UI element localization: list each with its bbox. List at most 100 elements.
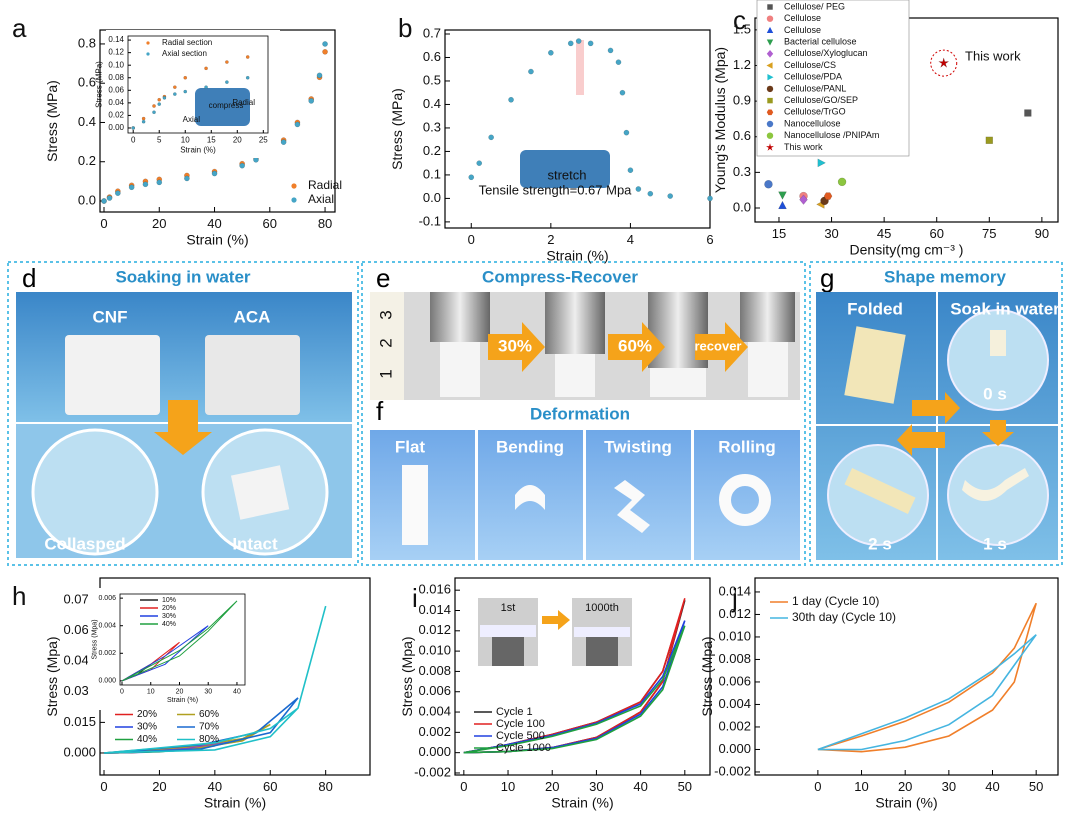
marker	[158, 98, 161, 101]
y-tick-label: 0.3	[423, 119, 441, 134]
legend-label: 1 day (Cycle 10)	[792, 594, 879, 608]
x-tick-label: 30	[589, 779, 603, 794]
marker	[528, 69, 533, 74]
panel-title: Shape memory	[884, 267, 1006, 286]
plate	[492, 637, 524, 666]
sample	[205, 335, 300, 415]
legend-label: 10%	[162, 597, 176, 604]
y-tick-label: 1.2	[733, 57, 751, 72]
y-tick-label: 0.006	[718, 673, 751, 688]
marker	[628, 168, 633, 173]
y-tick-label: 0.010	[418, 643, 451, 658]
marker	[146, 41, 149, 44]
panel-letter: i	[412, 583, 418, 613]
legend-label: Nanocellulose	[784, 118, 841, 128]
x-tick-label: 0	[814, 779, 821, 794]
marker	[173, 92, 176, 95]
sample	[440, 342, 480, 397]
x-tick-label: 10	[501, 779, 515, 794]
y-axis-label: Stress (MPa)	[389, 88, 405, 170]
legend-label: Cellulose/PANL	[784, 83, 846, 93]
panel-letter: d	[22, 263, 36, 293]
marker	[317, 73, 322, 78]
y-tick-label: 0.2	[78, 153, 96, 168]
marker	[588, 41, 593, 46]
photo-label: 1000th	[585, 602, 619, 614]
marker	[767, 4, 772, 9]
y-axis-label: Stress (Mpa)	[399, 636, 415, 716]
x-tick-label: 20	[233, 136, 242, 145]
plate	[740, 292, 795, 342]
marker	[281, 140, 286, 145]
panel-title: Deformation	[530, 404, 630, 423]
y-tick-label: 0.015	[63, 714, 96, 729]
x-tick-label: 20	[152, 216, 166, 231]
y-tick-label: 0.10	[108, 60, 124, 69]
marker	[322, 41, 327, 46]
x-tick-label: 60	[929, 226, 943, 241]
x-tick-label: 10	[854, 779, 868, 794]
marker	[778, 201, 786, 209]
sample	[480, 625, 536, 637]
marker	[568, 41, 573, 46]
panel-letter: j	[731, 583, 738, 613]
legend-label: Cellulose	[784, 13, 821, 23]
chart: 05101520250.000.020.040.060.080.100.120.…	[94, 30, 280, 158]
sample	[65, 335, 160, 415]
photo-label: CNF	[93, 307, 128, 326]
series-line	[818, 603, 1036, 752]
marker	[767, 86, 773, 92]
y-tick-label: 0.1	[423, 166, 441, 181]
chart: 0246-0.10.00.10.20.30.40.50.60.7Strain (…	[389, 13, 714, 263]
y-axis-label: Stress (Mpa)	[699, 636, 715, 716]
sample	[574, 627, 630, 637]
legend-label: Cycle 500	[496, 730, 545, 742]
y-tick-label: 0.014	[418, 602, 451, 617]
marker	[158, 103, 161, 106]
x-tick-label: 0	[460, 779, 467, 794]
y-tick-label: 0.004	[98, 623, 116, 630]
marker	[576, 38, 581, 43]
x-tick-label: 20	[545, 779, 559, 794]
marker	[477, 161, 482, 166]
y-tick-label: 0.7	[423, 25, 441, 40]
x-tick-label: 20	[898, 779, 912, 794]
y-tick-label: 0.006	[418, 683, 451, 698]
panel-letter: a	[12, 13, 27, 43]
x-tick-label: 0	[120, 688, 124, 695]
marker	[668, 193, 673, 198]
x-tick-label: 40	[207, 216, 221, 231]
sample	[748, 342, 788, 397]
marker	[620, 90, 625, 95]
marker	[624, 130, 629, 135]
legend-label: Axial section	[162, 49, 207, 58]
x-axis-label: Strain (%)	[546, 247, 608, 263]
y-tick-label: 0.06	[108, 85, 124, 94]
y-tick-label: 0.5	[423, 72, 441, 87]
x-axis-label: Strain (%)	[186, 231, 248, 247]
marker	[291, 197, 296, 202]
y-tick-label: 0.010	[718, 628, 751, 643]
marker	[309, 98, 314, 103]
legend-label: 40%	[162, 621, 176, 628]
legend-label: Cellulose/TrGO	[784, 107, 846, 117]
sample	[402, 465, 428, 545]
x-tick-label: 15	[772, 226, 786, 241]
marker	[246, 76, 249, 79]
x-tick-label: 50	[678, 779, 692, 794]
legend-label: Radial section	[162, 38, 212, 47]
y-tick-label: 0.0	[733, 199, 751, 214]
legend-label: Bacterial cellulose	[784, 36, 857, 46]
sample	[990, 330, 1006, 356]
panel-letter: h	[12, 581, 26, 611]
y-tick-label: 0.008	[418, 663, 451, 678]
photo-label: 2 s	[868, 534, 892, 553]
x-tick-label: 0	[131, 136, 136, 145]
marker	[767, 121, 773, 127]
y-tick-label: 0.0	[78, 192, 96, 207]
y-tick-label: 0.6	[733, 128, 751, 143]
x-tick-label: 0	[100, 779, 107, 794]
panel-d: d Soaking in water CNF ACA Collasped Int…	[8, 262, 358, 565]
legend-label: Cellulose/Xyloglucan	[784, 48, 868, 58]
x-tick-label: 40	[633, 779, 647, 794]
